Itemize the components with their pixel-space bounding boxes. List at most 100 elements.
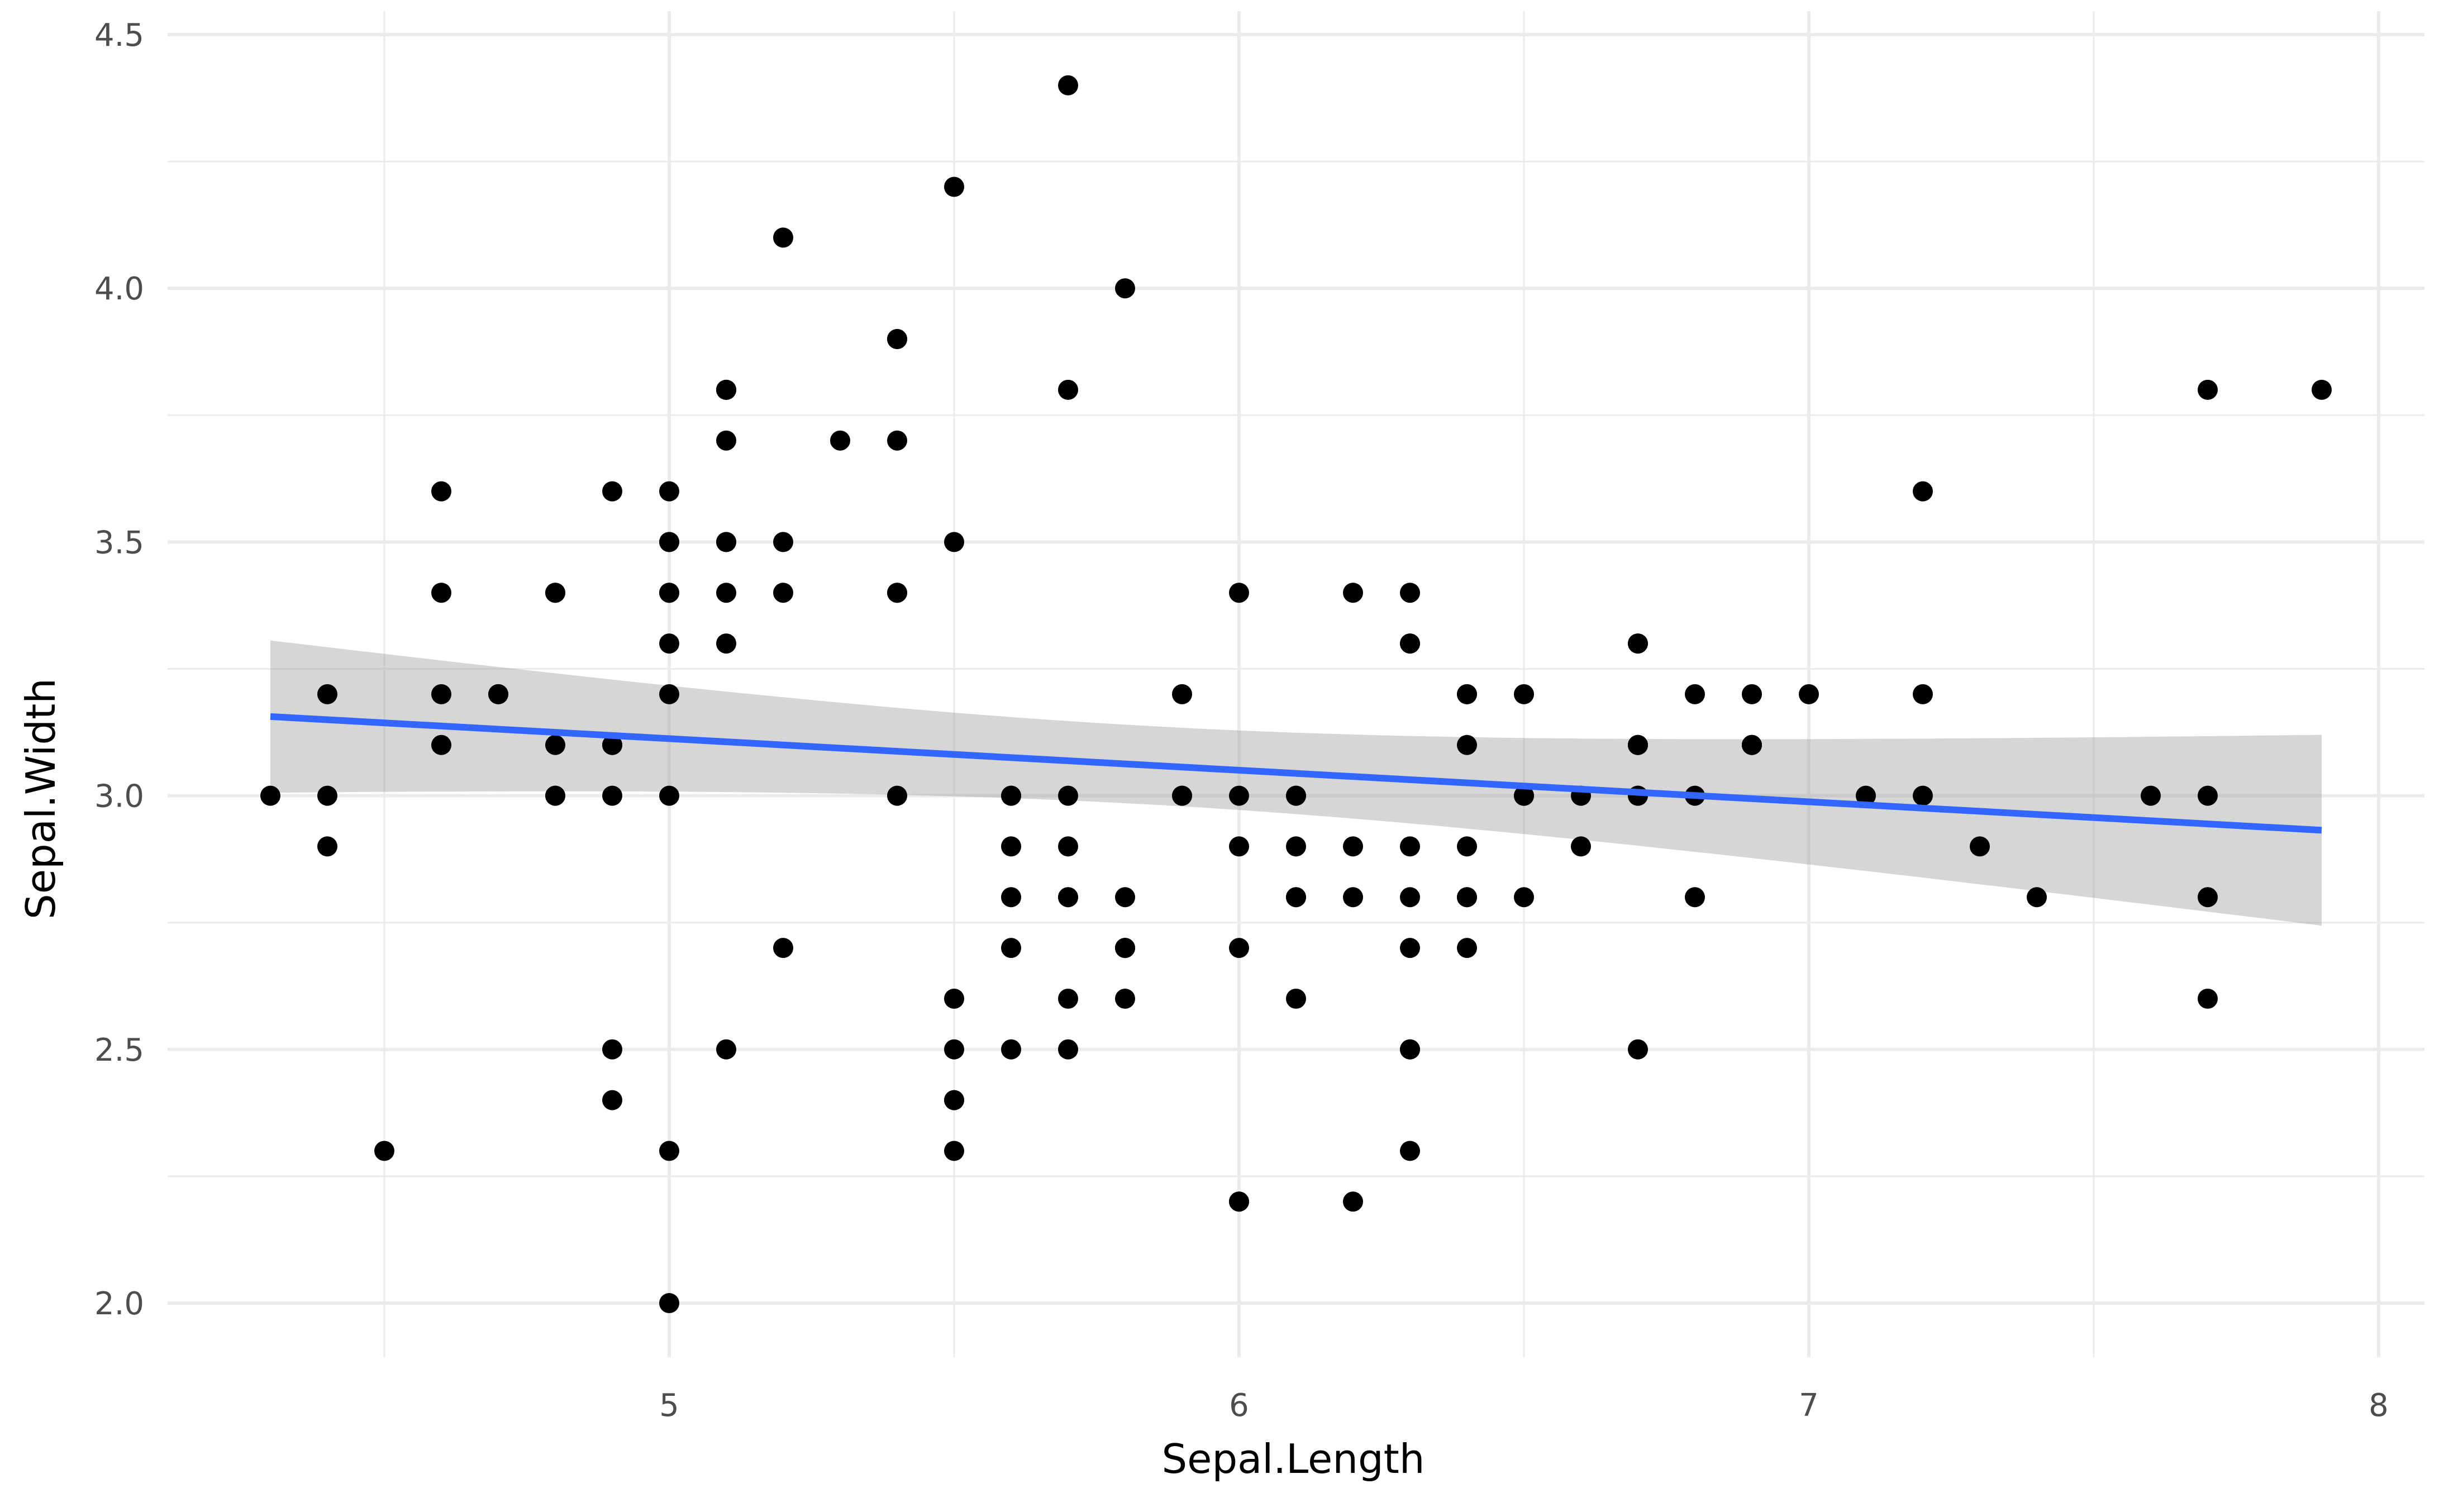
data-point — [1400, 633, 1420, 654]
data-point — [887, 785, 907, 806]
major-gridlines — [168, 11, 2424, 1357]
data-point — [1115, 938, 1135, 958]
data-point — [1343, 583, 1363, 603]
data-point — [944, 532, 964, 552]
data-point — [431, 684, 451, 704]
data-point — [1172, 684, 1192, 704]
data-point — [2198, 785, 2218, 806]
y-tick-label: 2.5 — [94, 1032, 144, 1069]
data-point — [659, 785, 679, 806]
data-point — [1400, 1141, 1420, 1161]
data-point — [1001, 938, 1021, 958]
data-point — [716, 583, 736, 603]
data-point — [773, 938, 793, 958]
data-point — [1970, 836, 1990, 857]
data-point — [659, 1293, 679, 1313]
x-tick-label: 6 — [1229, 1387, 1249, 1424]
data-point — [1229, 938, 1249, 958]
data-point — [317, 836, 337, 857]
data-point — [716, 430, 736, 451]
data-point — [1628, 734, 1648, 755]
data-point — [602, 734, 622, 755]
data-point — [1343, 1191, 1363, 1212]
data-point — [716, 379, 736, 400]
data-point — [1286, 887, 1306, 908]
data-point — [431, 481, 451, 502]
data-point — [659, 532, 679, 552]
data-point — [1229, 583, 1249, 603]
data-point — [1115, 887, 1135, 908]
data-point — [1058, 785, 1078, 806]
data-point — [1001, 887, 1021, 908]
data-point — [887, 583, 907, 603]
data-point — [1628, 1039, 1648, 1060]
data-point — [1172, 785, 1192, 806]
data-point — [1457, 938, 1477, 958]
data-point — [602, 785, 622, 806]
data-point — [2198, 379, 2218, 400]
data-point — [659, 633, 679, 654]
data-point — [944, 1141, 964, 1161]
y-axis-title: Sepal.Width — [17, 678, 64, 919]
data-point — [1514, 684, 1534, 704]
x-tick-label: 7 — [1799, 1387, 1819, 1424]
trend-line — [270, 713, 2322, 834]
data-point — [1514, 785, 1534, 806]
data-point — [1457, 734, 1477, 755]
y-tick-label: 3.0 — [94, 779, 144, 815]
y-axis-tick-labels: 2.0 2.5 3.0 3.5 4.0 4.5 — [94, 17, 144, 1322]
y-tick-label: 4.0 — [94, 271, 144, 307]
data-points — [260, 75, 2332, 1313]
data-point — [1913, 481, 1933, 502]
data-point — [773, 583, 793, 603]
data-point — [716, 633, 736, 654]
data-point — [1058, 75, 1078, 96]
data-point — [1685, 887, 1705, 908]
y-tick-label: 2.0 — [94, 1286, 144, 1322]
data-point — [1229, 836, 1249, 857]
data-point — [887, 430, 907, 451]
y-tick-label: 4.5 — [94, 17, 144, 54]
data-point — [887, 329, 907, 349]
data-point — [1001, 785, 1021, 806]
data-point — [1115, 989, 1135, 1009]
x-tick-label: 8 — [2369, 1387, 2389, 1424]
data-point — [374, 1141, 394, 1161]
data-point — [1913, 684, 1933, 704]
data-point — [1457, 887, 1477, 908]
data-point — [716, 532, 736, 552]
data-point — [1058, 989, 1078, 1009]
data-point — [944, 989, 964, 1009]
data-point — [1058, 887, 1078, 908]
data-point — [1229, 1191, 1249, 1212]
data-point — [2027, 887, 2047, 908]
data-point — [1514, 887, 1534, 908]
data-point — [602, 1090, 622, 1110]
data-point — [1001, 1039, 1021, 1060]
data-point — [1115, 278, 1135, 299]
data-point — [1286, 989, 1306, 1009]
data-point — [260, 785, 280, 806]
data-point — [545, 583, 565, 603]
data-point — [431, 583, 451, 603]
data-point — [488, 684, 508, 704]
confidence-band-area — [270, 640, 2322, 926]
data-point — [2198, 887, 2218, 908]
data-point — [830, 430, 850, 451]
data-point — [1742, 684, 1762, 704]
trend-line-group — [270, 713, 2322, 834]
data-point — [1400, 1039, 1420, 1060]
data-point — [1400, 583, 1420, 603]
data-point — [773, 532, 793, 552]
data-point — [716, 1039, 736, 1060]
data-point — [317, 785, 337, 806]
data-point — [944, 177, 964, 197]
data-point — [1628, 633, 1648, 654]
data-point — [659, 1141, 679, 1161]
data-point — [1856, 785, 1876, 806]
data-point — [602, 1039, 622, 1060]
data-point — [1799, 684, 1819, 704]
data-point — [2198, 989, 2218, 1009]
minor-gridlines — [168, 11, 2424, 1357]
data-point — [1571, 836, 1591, 857]
